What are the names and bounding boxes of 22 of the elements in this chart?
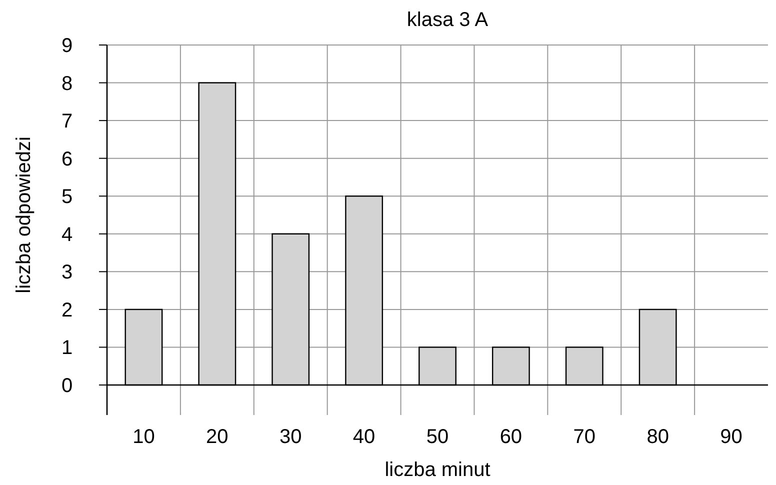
x-tick-label: 20 (206, 426, 228, 448)
x-tick-label: 30 (279, 426, 302, 448)
x-tick-label: 90 (720, 426, 742, 448)
x-tick-label: 40 (352, 426, 376, 448)
x-tick-label: 50 (426, 426, 449, 448)
x-tick-label: 70 (573, 426, 596, 448)
y-tick-label: 2 (61, 299, 73, 322)
x-tick-label: 60 (500, 426, 522, 448)
y-tick-label: 7 (61, 110, 73, 133)
x-tick-label: 10 (132, 426, 155, 448)
y-tick-label: 3 (61, 262, 73, 284)
y-tick-label: 6 (61, 148, 73, 170)
y-tick-label: 5 (61, 186, 73, 208)
y-axis-title: liczba odpowiedzi (13, 136, 35, 294)
y-tick-label: 8 (61, 72, 73, 95)
x-axis-title: liczba minut (384, 459, 491, 481)
y-tick-label: 0 (61, 375, 73, 397)
y-tick-label: 4 (61, 224, 73, 246)
chart-title: klasa 3 A (406, 9, 489, 31)
y-tick-label: 1 (61, 337, 73, 360)
y-tick-label: 9 (61, 35, 73, 57)
x-tick-label: 80 (646, 426, 669, 448)
